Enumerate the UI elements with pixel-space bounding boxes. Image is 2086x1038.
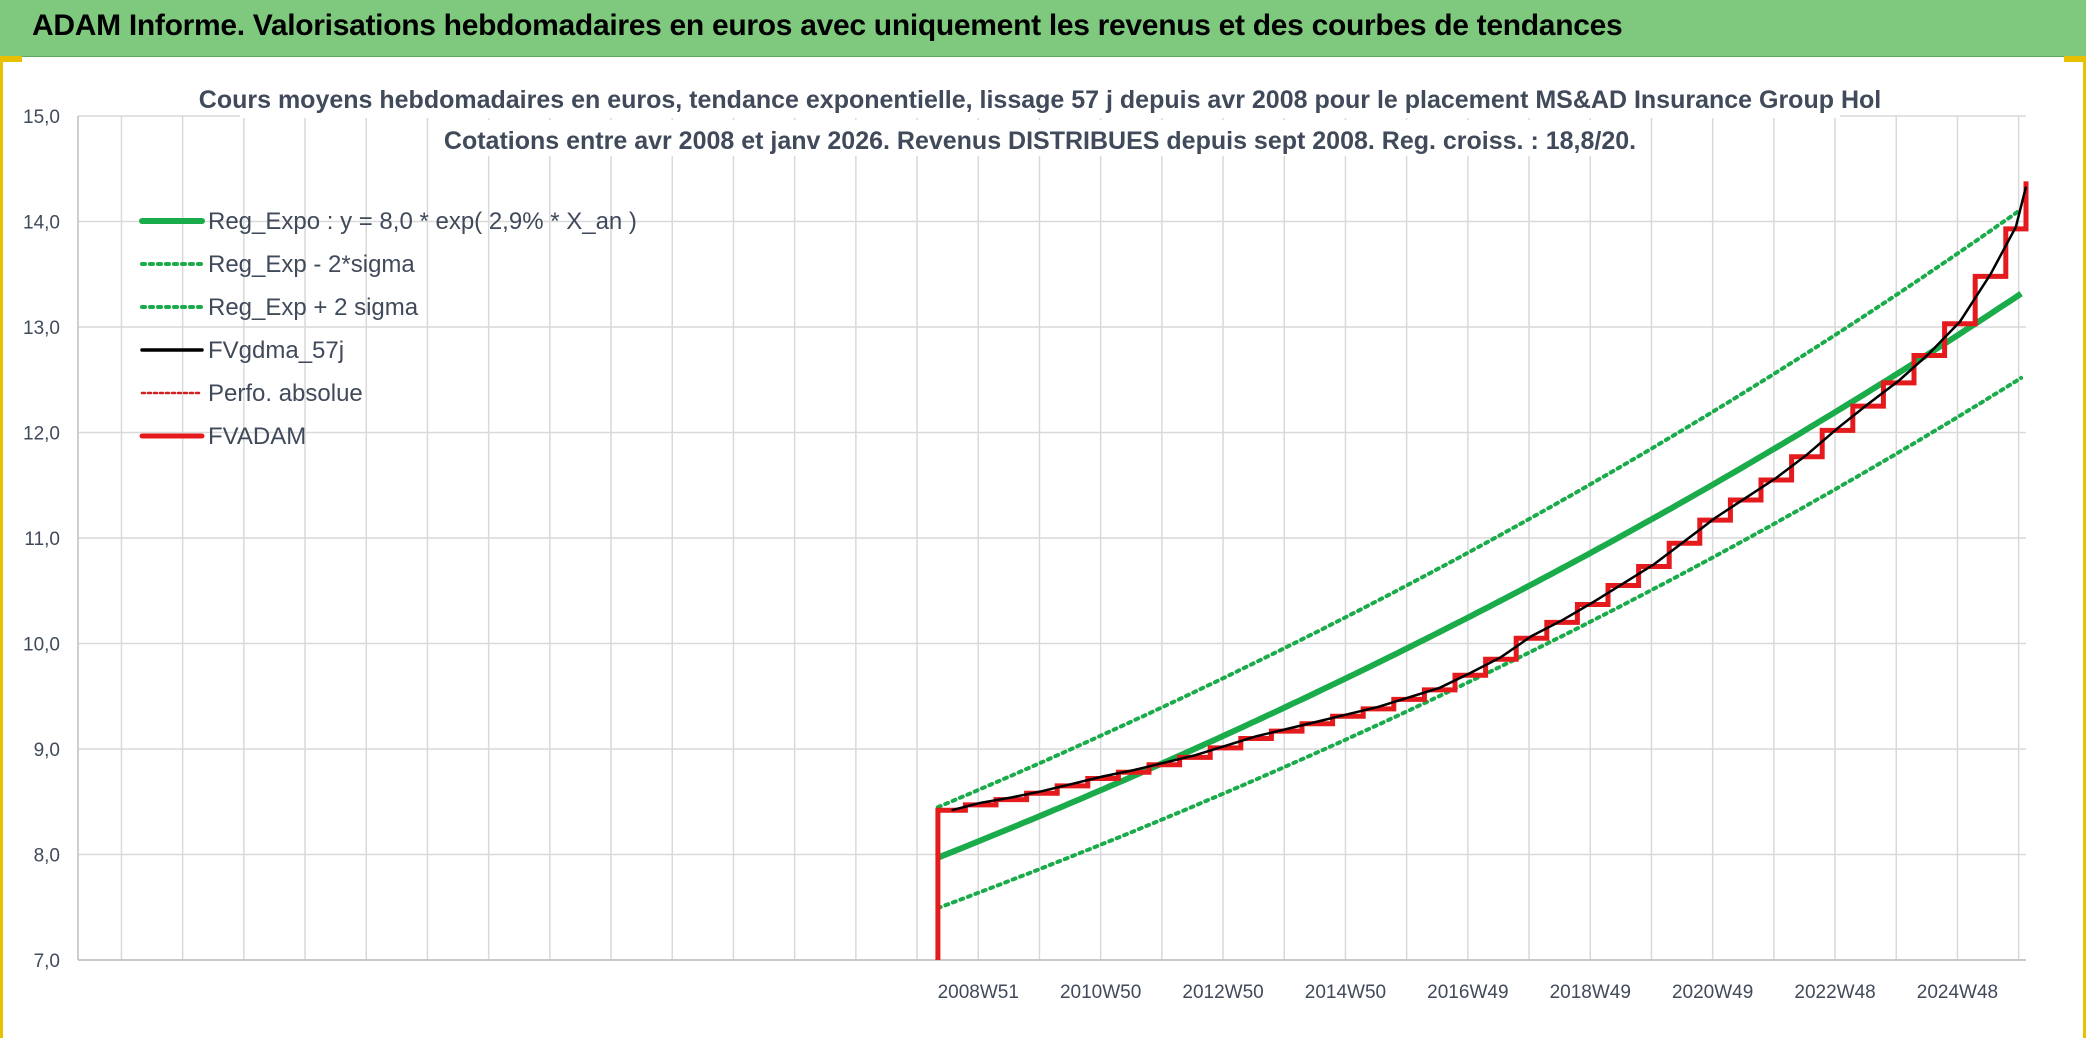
x-axis-ticks: 2008W51 2010W50 2012W50 2014W50 2016W49 2018W… xyxy=(938,982,1999,1003)
frame-right xyxy=(2083,58,2086,1038)
banner-accent-left xyxy=(0,56,22,62)
series-lines xyxy=(935,181,2029,960)
title-bg xyxy=(240,80,1840,118)
legend: Reg_Expo : y = 8,0 * exp( 2,9% * X_an ) R… xyxy=(139,208,637,450)
x-tick-label: 2024W48 xyxy=(1917,982,1998,1003)
x-tick-label: 2022W48 xyxy=(1794,982,1875,1003)
line-chart: 7,0 8,0 9,0 10,0 11,0 12,0 13,0 14,0 15,0 2008W5… xyxy=(23,80,2029,1003)
y-axis-ticks: 7,0 8,0 9,0 10,0 11,0 12,0 13,0 14,0 15,0 xyxy=(23,107,60,972)
x-tick-label: 2014W50 xyxy=(1305,982,1386,1003)
y-tick-label: 12,0 xyxy=(23,424,60,445)
legend-label: Reg_Exp - 2*sigma xyxy=(208,251,415,278)
x-tick-label: 2012W50 xyxy=(1182,982,1263,1003)
report-title: ADAM Informe. Valorisations hebdomadaire… xyxy=(32,9,1623,42)
report-banner: ADAM Informe. Valorisations hebdomadaire… xyxy=(0,0,2086,62)
chart-title: Cours moyens hebdomadaires en euros, ten… xyxy=(199,86,1881,114)
y-tick-label: 11,0 xyxy=(24,529,60,550)
legend-label: Reg_Exp + 2 sigma xyxy=(208,294,419,321)
series-fvgdma-57j xyxy=(951,186,2028,812)
series-fvadam xyxy=(935,181,2029,960)
x-tick-label: 2008W51 xyxy=(938,982,1019,1003)
chart-subtitle: Cotations entre avr 2008 et janv 2026. R… xyxy=(444,127,1636,155)
series-reg-exp-minus-2sigma xyxy=(935,375,2024,911)
chart-container: 7,0 8,0 9,0 10,0 11,0 12,0 13,0 14,0 15,0 2008W5… xyxy=(0,58,2086,1038)
legend-label: FVgdma_57j xyxy=(208,337,344,364)
x-tick-label: 2020W49 xyxy=(1672,982,1753,1003)
y-tick-label: 15,0 xyxy=(23,107,60,128)
series-reg-exp-plus-2sigma xyxy=(935,207,2024,810)
x-tick-label: 2016W49 xyxy=(1427,982,1508,1003)
y-tick-label: 14,0 xyxy=(23,213,60,234)
grid-lines xyxy=(77,115,2026,961)
legend-label: Reg_Expo : y = 8,0 * exp( 2,9% * X_an ) xyxy=(208,208,637,235)
legend-label: FVADAM xyxy=(208,423,306,450)
x-tick-label: 2018W49 xyxy=(1550,982,1631,1003)
frame-left xyxy=(0,58,3,1038)
y-tick-label: 8,0 xyxy=(34,846,60,867)
legend-label: Perfo. absolue xyxy=(208,380,363,407)
y-tick-label: 9,0 xyxy=(34,740,60,761)
subtitle-bg xyxy=(470,120,1610,156)
y-tick-label: 7,0 xyxy=(34,951,60,972)
y-tick-label: 10,0 xyxy=(23,635,60,656)
y-tick-label: 13,0 xyxy=(23,318,60,339)
chart-titles: Cours moyens hebdomadaires en euros, ten… xyxy=(199,80,1881,156)
x-tick-label: 2010W50 xyxy=(1060,982,1141,1003)
banner-accent-right xyxy=(2064,56,2086,62)
series-reg-expo xyxy=(936,291,2023,861)
